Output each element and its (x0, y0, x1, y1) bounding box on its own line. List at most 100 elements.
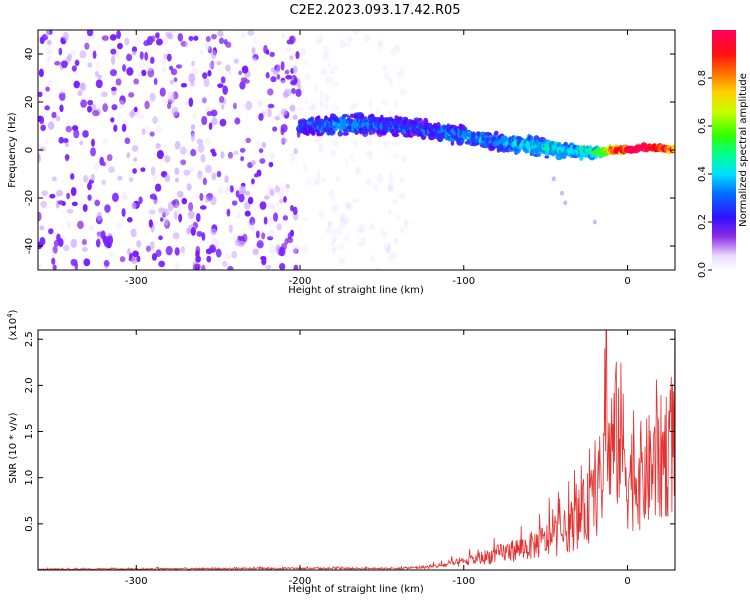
noise-blob (311, 101, 317, 111)
snr-y-multiplier-exp: 4 (6, 313, 14, 318)
noise-blob (96, 211, 103, 222)
noise-blob (126, 67, 134, 76)
noise-blob (352, 102, 359, 108)
noise-blob (280, 77, 286, 84)
noise-blob (45, 30, 50, 38)
spectrogram-x-tick-label: 0 (624, 276, 630, 287)
noise-blob (177, 32, 184, 42)
noise-blob (397, 136, 404, 143)
noise-blob (276, 191, 284, 198)
noise-blob (126, 53, 133, 62)
noise-blob (51, 111, 57, 119)
noise-blob (83, 258, 91, 267)
ridge-blob (493, 130, 499, 136)
noise-blob (147, 68, 155, 78)
noise-blob (127, 248, 131, 256)
noise-blob (256, 100, 264, 108)
noise-blob (210, 109, 218, 117)
noise-blob (203, 78, 210, 88)
ridge-blob (491, 146, 495, 151)
noise-blob (256, 240, 264, 249)
noise-blob (292, 206, 298, 216)
snr-marks (38, 330, 675, 570)
noise-blob (238, 193, 245, 203)
noise-blob (91, 138, 95, 147)
noise-blob (199, 49, 204, 56)
noise-blob (201, 97, 208, 104)
noise-blob (87, 62, 93, 68)
noise-blob (332, 197, 337, 203)
ridge-blob (530, 135, 534, 142)
noise-blob (370, 254, 375, 263)
noise-blob (389, 76, 394, 87)
noise-blob (328, 220, 333, 227)
noise-blob (174, 141, 181, 150)
noise-blob (57, 200, 65, 205)
noise-blob (132, 168, 138, 174)
noise-blob (328, 69, 335, 74)
noise-blob (141, 128, 146, 136)
noise-blob (245, 100, 253, 111)
noise-blob (153, 78, 158, 86)
noise-blob (272, 126, 278, 132)
noise-blob (164, 174, 171, 183)
noise-blob (360, 237, 366, 244)
noise-blob (111, 104, 118, 111)
noise-blob (102, 103, 108, 113)
noise-blob (367, 152, 373, 160)
noise-blob (317, 35, 324, 42)
noise-blob (305, 177, 312, 188)
noise-blob (161, 66, 166, 73)
noise-blob (320, 67, 328, 76)
noise-blob (70, 258, 78, 267)
noise-blob (56, 189, 64, 197)
noise-blob (108, 166, 115, 174)
noise-blob (173, 210, 178, 220)
noise-blob (279, 199, 284, 204)
noise-blob (389, 173, 394, 183)
noise-blob (254, 173, 259, 178)
noise-blob (95, 238, 101, 248)
noise-blob (228, 67, 233, 76)
snr-frame (37, 329, 676, 571)
noise-blob (145, 245, 152, 252)
noise-blob (133, 157, 138, 162)
noise-blob (134, 37, 141, 44)
noise-blob (322, 52, 330, 61)
noise-blob (190, 132, 195, 142)
tail-blob (592, 219, 597, 225)
noise-blob (58, 91, 66, 101)
noise-blob (66, 208, 74, 214)
noise-blob (94, 199, 101, 207)
noise-blob (402, 219, 410, 225)
noise-blob (38, 68, 44, 78)
noise-blob (158, 235, 163, 241)
ridge-blob (670, 144, 675, 153)
noise-blob (357, 241, 365, 247)
noise-blob (229, 185, 234, 193)
noise-blob (385, 248, 390, 253)
snr-y-ticks: 0.5 1.0 1.5 2.0 2.5 (24, 331, 675, 532)
noise-blob (149, 131, 155, 137)
noise-blob (392, 199, 398, 204)
noise-blob (106, 154, 113, 162)
colorbar-label: Normalized spectral amplitude (738, 73, 749, 227)
noise-blob (40, 200, 48, 208)
noise-blob (190, 227, 196, 236)
noise-blob (155, 32, 160, 39)
noise-blob (384, 72, 390, 80)
colorbar-tick-label: 0.4 (697, 166, 708, 182)
noise-blob (232, 235, 237, 240)
noise-blob (122, 195, 129, 201)
noise-blob (251, 178, 255, 185)
noise-blob (387, 182, 394, 190)
noise-blob (327, 62, 332, 69)
noise-blob (150, 166, 156, 176)
noise-blob (180, 159, 187, 166)
ridge-blob (563, 141, 568, 147)
noise-blob (166, 53, 172, 62)
noise-blob (399, 67, 405, 76)
noise-blob (313, 85, 318, 94)
noise-blob (268, 161, 274, 168)
noise-blob (400, 227, 405, 234)
